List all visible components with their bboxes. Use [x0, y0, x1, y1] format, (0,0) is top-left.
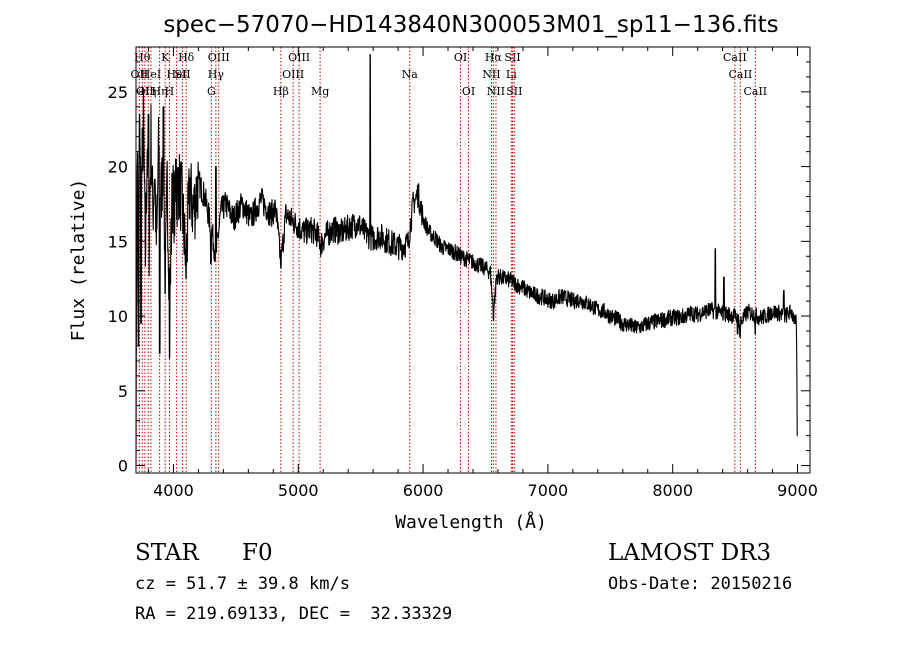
- line-marker-label: OII: [131, 68, 149, 81]
- line-marker-label: SII: [504, 51, 520, 64]
- x-axis-label: Wavelength (Å): [395, 511, 547, 533]
- line-marker-label: CaII: [723, 51, 747, 64]
- y-axis-ticks: 0 5 10 15 20 25: [108, 61, 810, 476]
- y-tick-label: 15: [108, 232, 128, 251]
- line-marker-label: Na: [402, 68, 419, 81]
- redshift-cz: cz = 51.7 ± 39.8 km/s: [135, 574, 350, 594]
- line-marker-label: H: [165, 85, 175, 98]
- line-marker-label: NII: [482, 68, 500, 81]
- line-marker-label: SII: [506, 85, 522, 98]
- line-marker-label: Hη: [140, 85, 156, 98]
- x-tick-label: 4000: [153, 481, 194, 500]
- x-tick-label: 6000: [403, 481, 444, 500]
- y-tick-label: 10: [108, 307, 128, 326]
- object-class: STAR: [135, 540, 199, 566]
- line-marker-label: OIII: [208, 51, 230, 64]
- survey-name: LAMOST DR3: [608, 540, 772, 566]
- line-marker-label: CaII: [743, 85, 767, 98]
- line-marker-label: CaII: [729, 68, 753, 81]
- line-marker-label: G: [207, 85, 216, 98]
- line-marker-label: Hβ: [273, 85, 289, 98]
- y-tick-label: 20: [108, 158, 128, 177]
- y-axis-label: Flux (relative): [68, 179, 89, 342]
- line-marker-label: K: [161, 51, 170, 64]
- line-markers: OIIHθOIIHηHeIHηKHHeISIIHδGHγOIIIHβOIIIOI…: [131, 47, 767, 473]
- x-tick-label: 9000: [777, 481, 818, 500]
- line-marker-label: Li: [506, 68, 517, 81]
- line-marker-label: OI: [454, 51, 467, 64]
- spectrum-chart: spec−57070−HD143840N300053M01_sp11−136.f…: [68, 12, 818, 533]
- line-marker-label: NII: [487, 85, 505, 98]
- line-marker-label: Hγ: [208, 68, 225, 81]
- line-marker-label: Hθ: [134, 51, 151, 64]
- x-tick-label: 8000: [652, 481, 693, 500]
- x-tick-label: 7000: [528, 481, 569, 500]
- line-marker-label: OIII: [282, 68, 304, 81]
- spectrum-series: [135, 53, 798, 469]
- y-tick-label: 25: [108, 83, 128, 102]
- line-marker-label: Mg: [311, 85, 329, 98]
- line-marker-label: Hδ: [178, 51, 195, 64]
- y-tick-label: 0: [118, 457, 128, 476]
- line-marker-label: HeI: [166, 68, 186, 81]
- line-marker-label: OIII: [288, 51, 310, 64]
- x-axis-ticks: 4000 5000 6000 7000 8000 9000: [147, 47, 818, 500]
- spectrum-line: [135, 53, 798, 469]
- object-subclass: F0: [242, 540, 273, 566]
- line-marker-label: Hη: [151, 85, 167, 98]
- line-marker-label: OI: [462, 85, 475, 98]
- observation-date: Obs-Date: 20150216: [608, 574, 793, 594]
- coordinates: RA = 219.69133, DEC = 32.33329: [135, 604, 453, 624]
- y-tick-label: 5: [118, 382, 128, 401]
- x-tick-label: 5000: [278, 481, 319, 500]
- line-marker-label: Hα: [485, 51, 503, 64]
- line-marker-label: SII: [174, 68, 190, 81]
- chart-title: spec−57070−HD143840N300053M01_sp11−136.f…: [163, 12, 778, 38]
- line-marker-label: HeI: [141, 68, 161, 81]
